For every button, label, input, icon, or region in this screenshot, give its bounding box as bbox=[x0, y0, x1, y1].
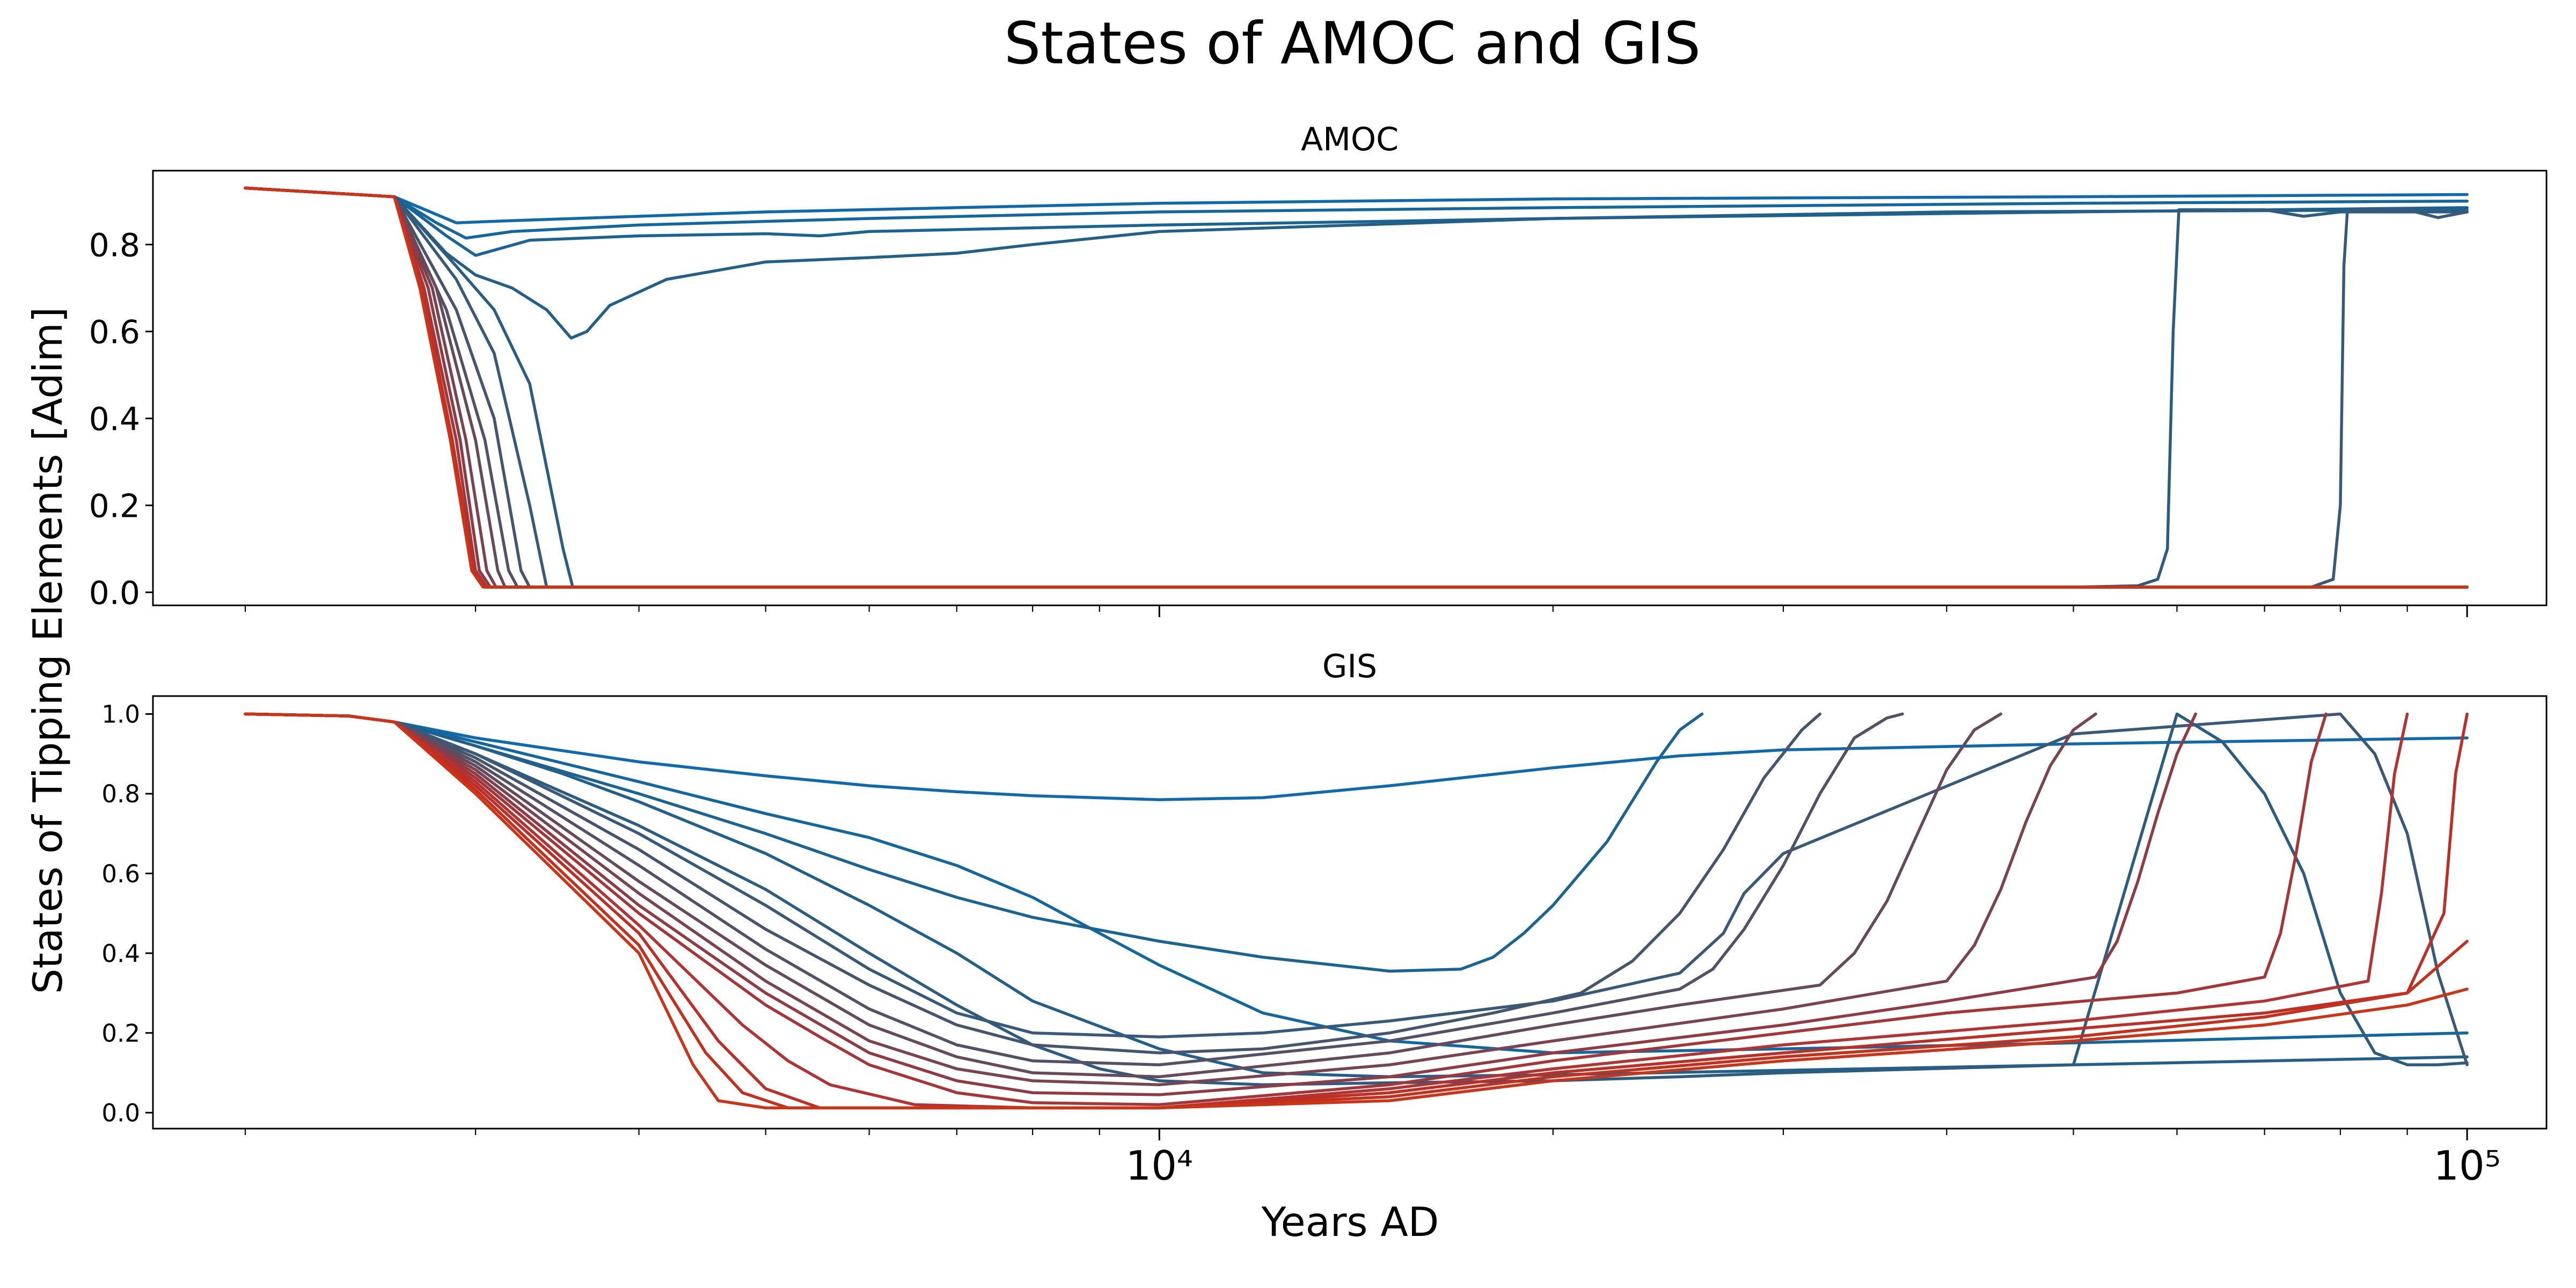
amoc-series-line-4 bbox=[244, 186, 2469, 340]
amoc-y-tick-label: 0.8 bbox=[89, 226, 140, 264]
gis-series-line-11 bbox=[244, 712, 2197, 1096]
gis-series-line-2 bbox=[244, 712, 2469, 1055]
amoc-series-group bbox=[244, 186, 2469, 589]
amoc-ticks-group: 0.0 0.2 0.4 0.6 0.8 bbox=[89, 226, 2468, 617]
amoc-series-line-8 bbox=[244, 186, 2469, 589]
amoc-series-line-5 bbox=[244, 186, 2469, 589]
gis-series-line-10 bbox=[244, 712, 2097, 1087]
amoc-y-tick-label: 0.4 bbox=[89, 400, 140, 438]
amoc-y-tick-label: 0.6 bbox=[89, 313, 140, 351]
gis-y-tick-label: 0.4 bbox=[101, 939, 140, 968]
gis-x-tick-label: 10⁴ bbox=[1126, 1142, 1194, 1189]
figure-x-axis-label: Years AD bbox=[1261, 1198, 1439, 1246]
gis-panel-title: GIS bbox=[1322, 648, 1377, 685]
gis-series-line-16 bbox=[244, 712, 2469, 1110]
gis-ticks-group: 0.0 0.2 0.4 0.6 0.8 1.0 10⁴ 10⁵ bbox=[101, 700, 2500, 1189]
gis-series-line-4 bbox=[244, 712, 2469, 1079]
gis-series-line-1 bbox=[244, 712, 2469, 801]
amoc-panel: AMOC 0.0 0.2 0.4 0.6 0.8 bbox=[89, 121, 2548, 617]
gis-plot-frame bbox=[152, 695, 2548, 1130]
amoc-series-line-12 bbox=[244, 186, 2469, 589]
amoc-panel-title: AMOC bbox=[1301, 121, 1399, 158]
gis-y-tick-label: 0.0 bbox=[101, 1099, 140, 1127]
figure-title: States of AMOC and GIS bbox=[1004, 10, 1701, 77]
amoc-series-line-11 bbox=[244, 186, 2469, 589]
amoc-y-tick-label: 0.0 bbox=[89, 574, 140, 612]
gis-series-line-15 bbox=[244, 712, 2469, 1110]
amoc-plot-frame bbox=[152, 170, 2548, 606]
amoc-series-line-14 bbox=[244, 186, 2469, 589]
amoc-series-line-13 bbox=[244, 186, 2469, 589]
amoc-y-tick-label: 0.2 bbox=[89, 487, 140, 525]
amoc-series-line-7 bbox=[244, 186, 2469, 589]
gis-series-line-12 bbox=[244, 712, 2328, 1107]
gis-series-line-6 bbox=[244, 712, 2469, 1066]
gis-y-tick-label: 0.2 bbox=[101, 1019, 140, 1048]
amoc-series-line-1 bbox=[244, 186, 2469, 224]
amoc-series-line-6 bbox=[244, 186, 2469, 589]
gis-series-group bbox=[244, 712, 2469, 1110]
gis-y-tick-label: 0.8 bbox=[101, 780, 140, 808]
amoc-series-line-3 bbox=[244, 186, 2469, 257]
gis-y-tick-label: 1.0 bbox=[101, 700, 140, 729]
gis-y-tick-label: 0.6 bbox=[101, 860, 140, 888]
gis-x-tick-label: 10⁵ bbox=[2433, 1142, 2501, 1189]
amoc-series-line-10 bbox=[244, 186, 2469, 589]
gis-panel: GIS 0.0 0.2 0.4 0.6 0.8 1.0 10⁴ 10⁵ bbox=[101, 648, 2548, 1189]
figure-y-axis-label: States of Tipping Elements [Adim] bbox=[24, 307, 71, 994]
gis-series-line-14 bbox=[244, 712, 2469, 1110]
gis-series-line-8 bbox=[244, 712, 1904, 1066]
gis-series-line-7 bbox=[244, 712, 1821, 1055]
gis-series-line-9 bbox=[244, 712, 2002, 1079]
amoc-series-line-2 bbox=[244, 186, 2469, 240]
amoc-series-line-9 bbox=[244, 186, 2469, 589]
